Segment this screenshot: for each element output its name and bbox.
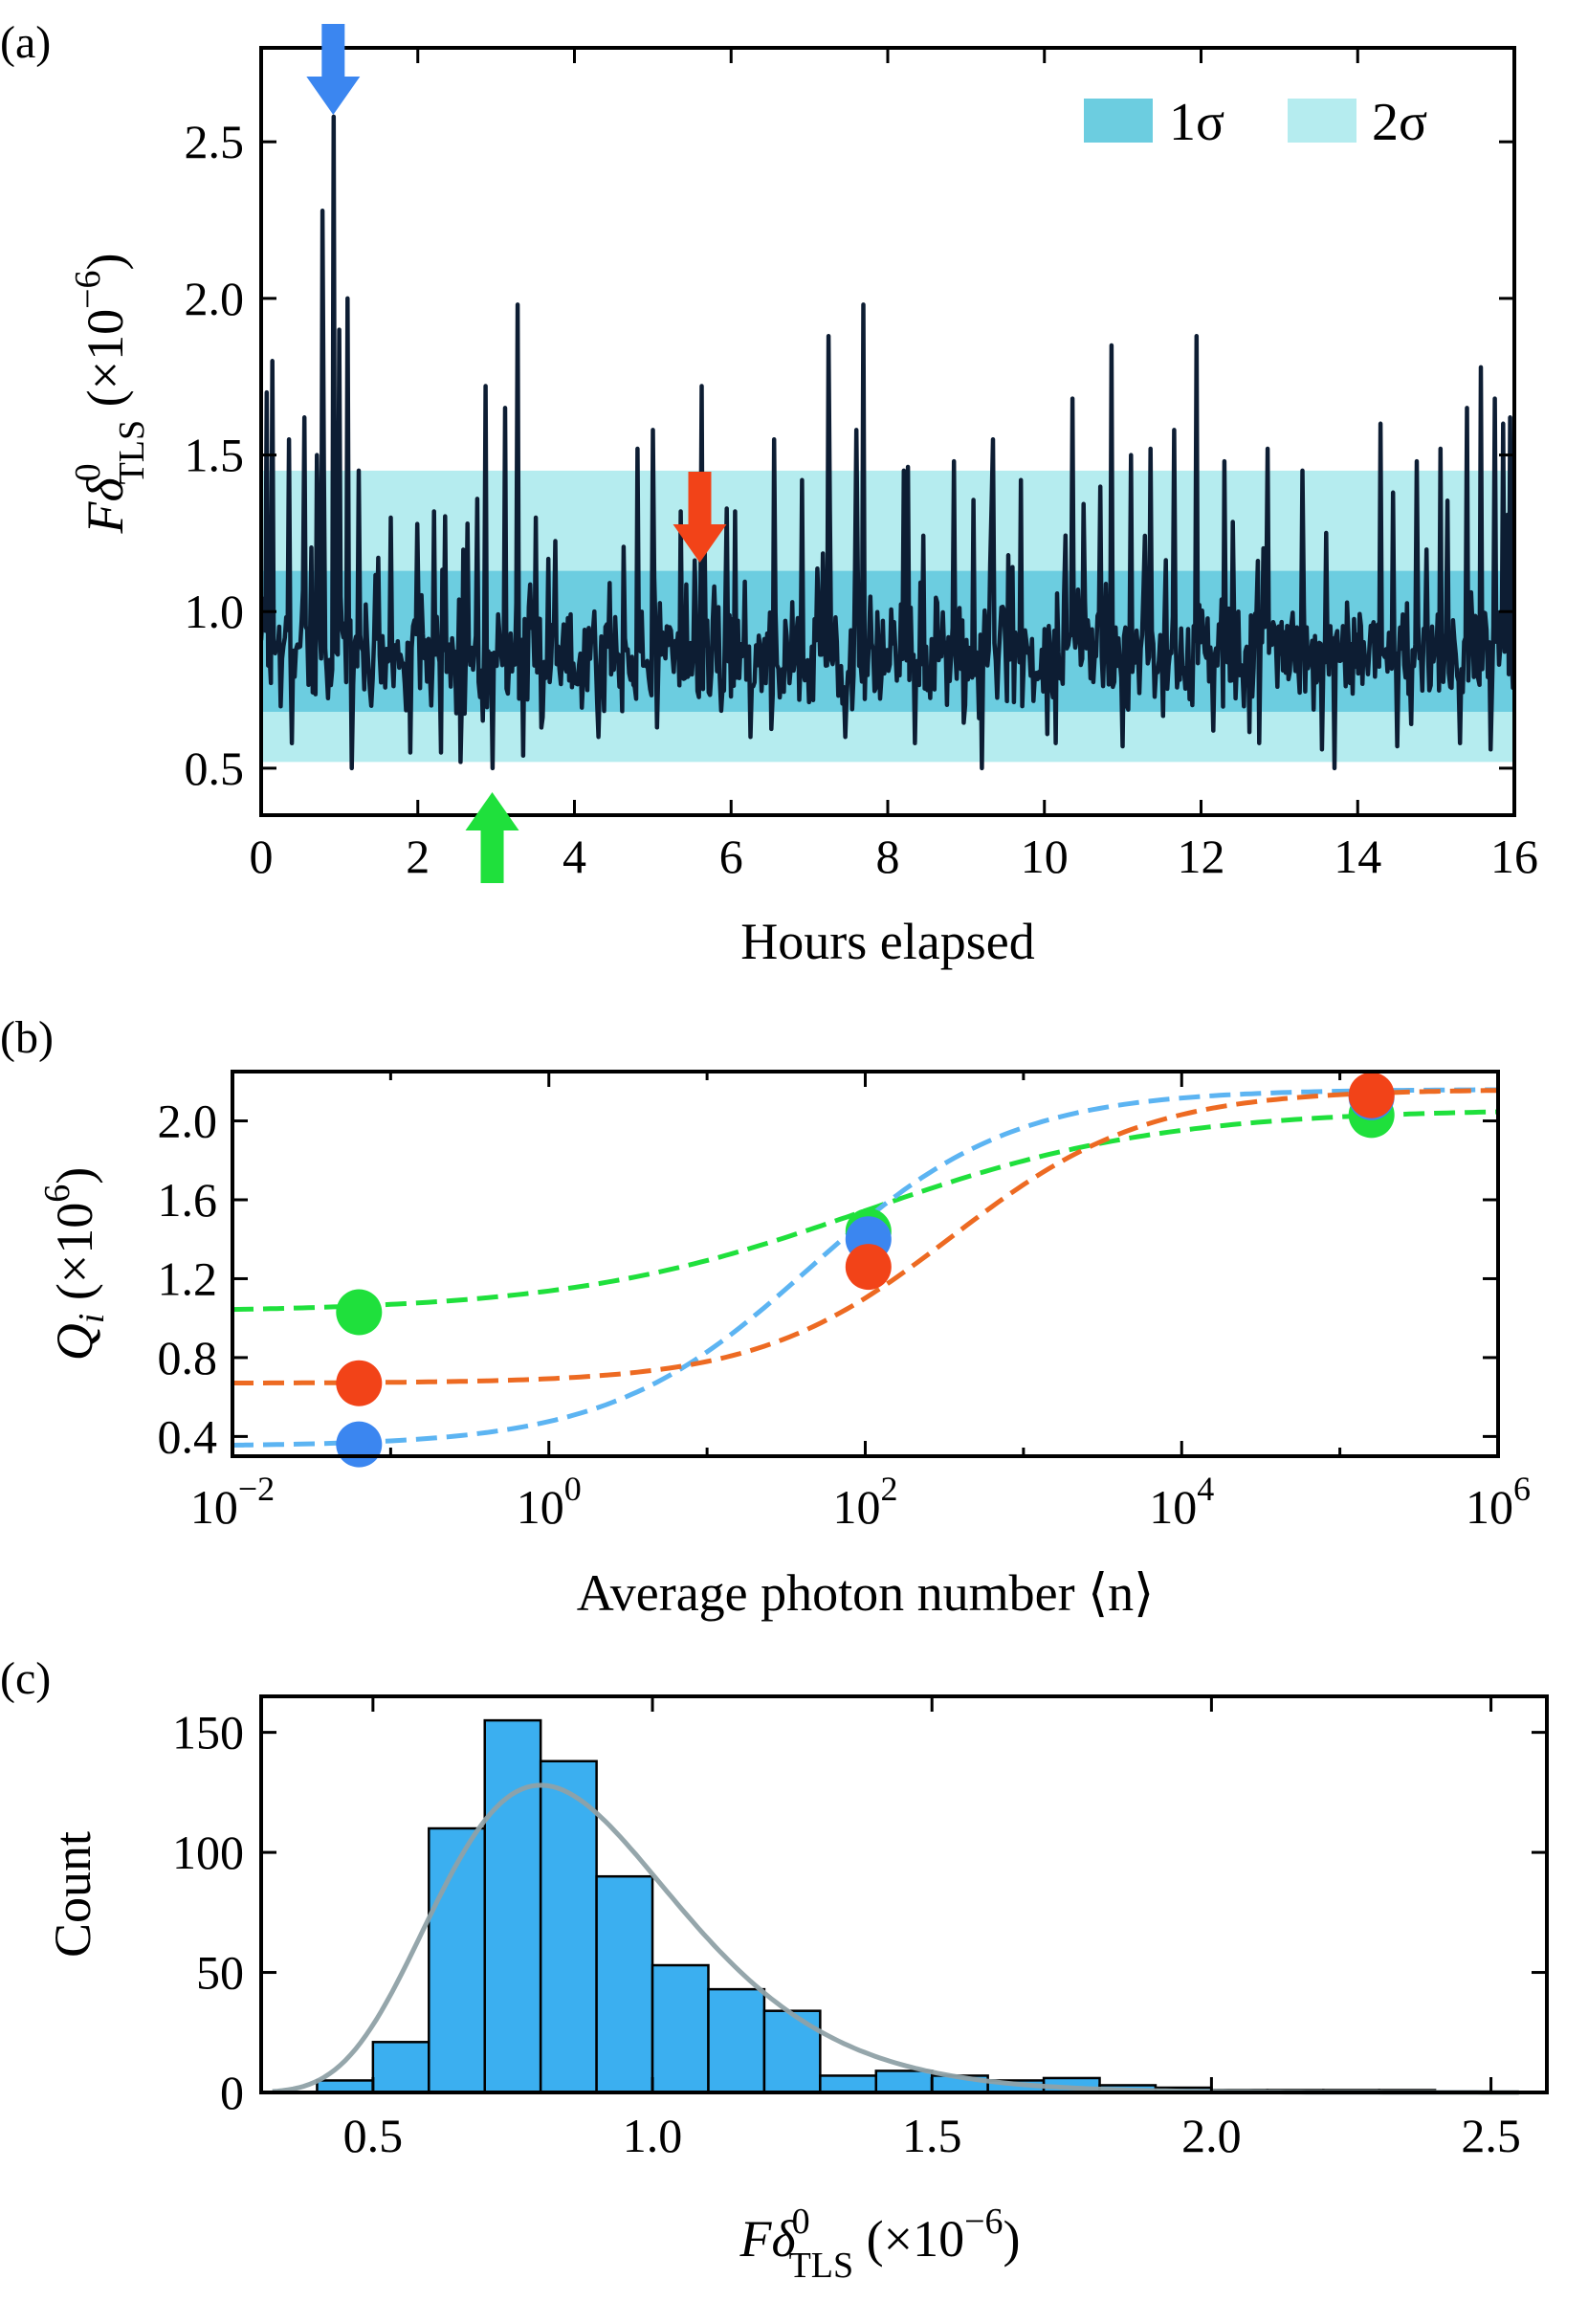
marker-arrow-green bbox=[465, 792, 519, 883]
y-tick-label-b: 1.2 bbox=[158, 1251, 218, 1305]
legend-a: 1σ 2σ bbox=[1084, 93, 1427, 152]
time-series-line bbox=[261, 114, 1514, 771]
x-tick-label-c: 1.5 bbox=[902, 2109, 962, 2162]
histogram-bar bbox=[595, 1874, 654, 2094]
y-axis-label-b: Qi (×106) bbox=[37, 1167, 112, 1361]
y-tick-label-b: 2.0 bbox=[158, 1095, 218, 1148]
x-tick-label-a: 2 bbox=[406, 830, 430, 883]
x-tick-label-a: 16 bbox=[1490, 830, 1538, 883]
histogram-bar bbox=[371, 2041, 430, 2094]
y-tick-label-a: 1.5 bbox=[185, 429, 245, 482]
x-tick-label-b: 104 bbox=[1149, 1470, 1214, 1534]
x-tick-label-c: 2.0 bbox=[1181, 2109, 1242, 2162]
histogram-bar bbox=[762, 2009, 822, 2094]
x-tick-label-b: 10−2 bbox=[190, 1470, 275, 1534]
panel-c: 0.5 1.0 1.5 2.0 2.5 0 50 100 150 Fδ0 TLS (×10−6) Co… bbox=[44, 1694, 1549, 2286]
x-tick-label-b: 102 bbox=[833, 1470, 898, 1534]
histogram-bar bbox=[539, 1760, 598, 2094]
x-axis-label-a: Hours elapsed bbox=[740, 913, 1034, 970]
panel-label-a: (a) bbox=[0, 17, 51, 68]
y-tick-label-b: 0.8 bbox=[158, 1331, 218, 1384]
y-tick-label-a: 0.5 bbox=[185, 741, 245, 795]
y-axis-label-c: Count bbox=[44, 1831, 101, 1958]
marker-arrow-blue bbox=[306, 24, 361, 115]
x-axis-label-b: Average photon number ⟨n⟩ bbox=[577, 1564, 1154, 1622]
panel-a: 0 2 4 6 8 10 12 14 16 0.5 1.0 1.5 2.0 2.5 Hours elapse… bbox=[68, 24, 1538, 970]
data-point-red bbox=[845, 1244, 892, 1291]
data-point-blue bbox=[336, 1421, 383, 1468]
panel-b: 10−2 100 102 104 106 0.4 0.8 1.2 1.6 2.0 Average p… bbox=[37, 1070, 1531, 1622]
y-tick-label-c: 150 bbox=[172, 1706, 244, 1760]
legend-swatch-2sigma bbox=[1288, 99, 1356, 143]
plot-frame-c bbox=[259, 1694, 1549, 2094]
panel-label-b: (b) bbox=[0, 1012, 54, 1063]
fit-curve-blue bbox=[232, 1087, 1498, 1448]
panel-label-c: (c) bbox=[0, 1653, 51, 1704]
histogram-bar bbox=[483, 1718, 542, 2094]
x-tick-label-a: 4 bbox=[562, 830, 586, 883]
x-tick-label-a: 0 bbox=[250, 830, 274, 883]
y-tick-label-b: 1.6 bbox=[158, 1173, 218, 1227]
x-tick-label-a: 12 bbox=[1178, 830, 1225, 883]
histogram-bar bbox=[874, 2069, 934, 2094]
histogram-bar bbox=[707, 1987, 766, 2094]
marker-arrow-red bbox=[673, 472, 727, 563]
histogram-bar bbox=[819, 2074, 878, 2094]
x-tick-label-c: 1.0 bbox=[623, 2109, 683, 2162]
data-point-red bbox=[1348, 1072, 1395, 1118]
y-tick-label-b: 0.4 bbox=[158, 1409, 218, 1463]
x-axis-label-c: Fδ0 TLS (×10−6) bbox=[739, 2202, 1020, 2286]
y-tick-label-a: 2.0 bbox=[185, 272, 245, 325]
x-tick-label-a: 6 bbox=[719, 830, 743, 883]
y-tick-label-a: 1.0 bbox=[185, 585, 245, 638]
x-tick-label-a: 14 bbox=[1334, 830, 1381, 883]
y-tick-label-c: 0 bbox=[220, 2066, 244, 2119]
x-tick-label-c: 2.5 bbox=[1461, 2109, 1521, 2162]
histogram-bar bbox=[428, 1826, 486, 2094]
y-axis-label-a: Fδ0 TLS (×10−6) bbox=[68, 253, 152, 534]
x-tick-label-a: 8 bbox=[876, 830, 900, 883]
x-tick-label-a: 10 bbox=[1021, 830, 1069, 883]
legend-swatch-1sigma bbox=[1084, 99, 1153, 143]
y-tick-label-c: 50 bbox=[196, 1946, 244, 2000]
fit-curve-red bbox=[232, 1088, 1498, 1385]
legend-label-2sigma: 2σ bbox=[1372, 93, 1427, 152]
x-tick-label-b: 100 bbox=[517, 1470, 582, 1534]
histogram-bar bbox=[651, 1963, 710, 2094]
y-tick-label-c: 100 bbox=[172, 1826, 244, 1879]
x-tick-label-b: 106 bbox=[1466, 1470, 1531, 1534]
legend-label-1sigma: 1σ bbox=[1169, 93, 1224, 152]
x-tick-label-c: 0.5 bbox=[343, 2109, 404, 2162]
y-tick-label-a: 2.5 bbox=[185, 115, 245, 168]
data-point-green bbox=[336, 1289, 383, 1336]
data-point-red bbox=[336, 1360, 383, 1406]
